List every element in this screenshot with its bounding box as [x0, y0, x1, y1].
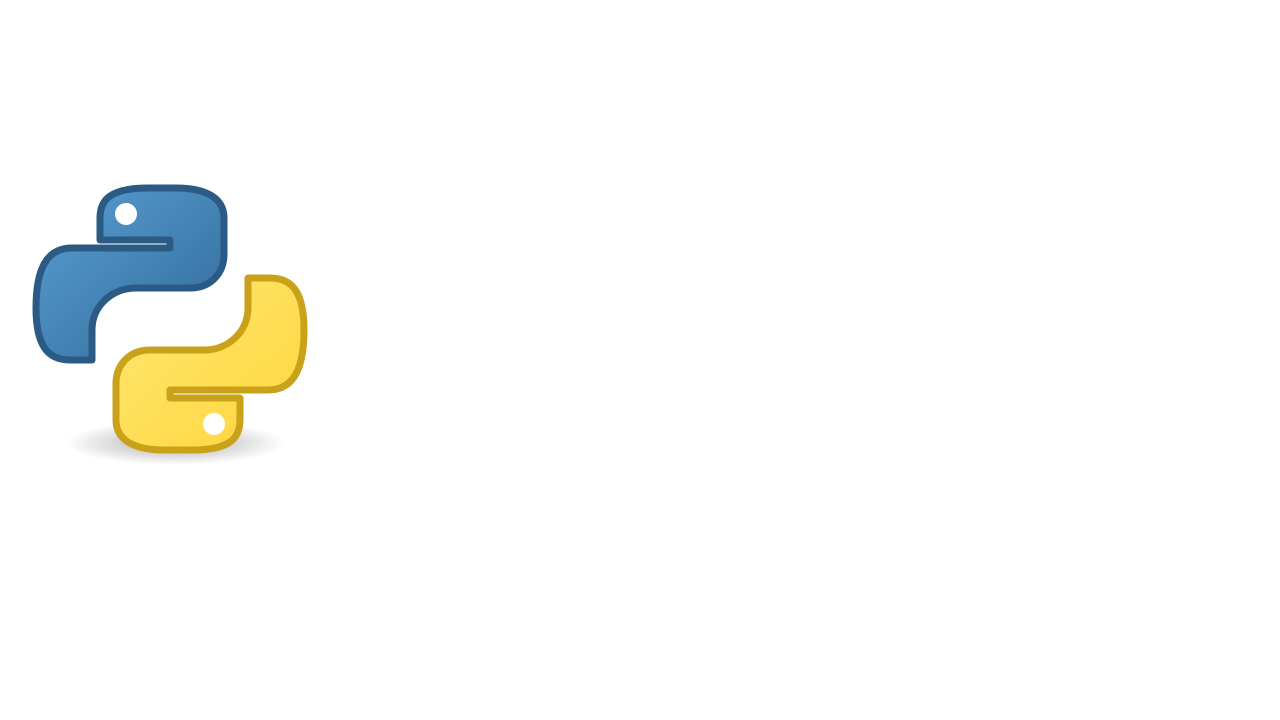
python-logo-icon	[32, 184, 308, 465]
snake-yellow-icon	[112, 274, 308, 454]
snake-blue-icon	[32, 184, 228, 364]
